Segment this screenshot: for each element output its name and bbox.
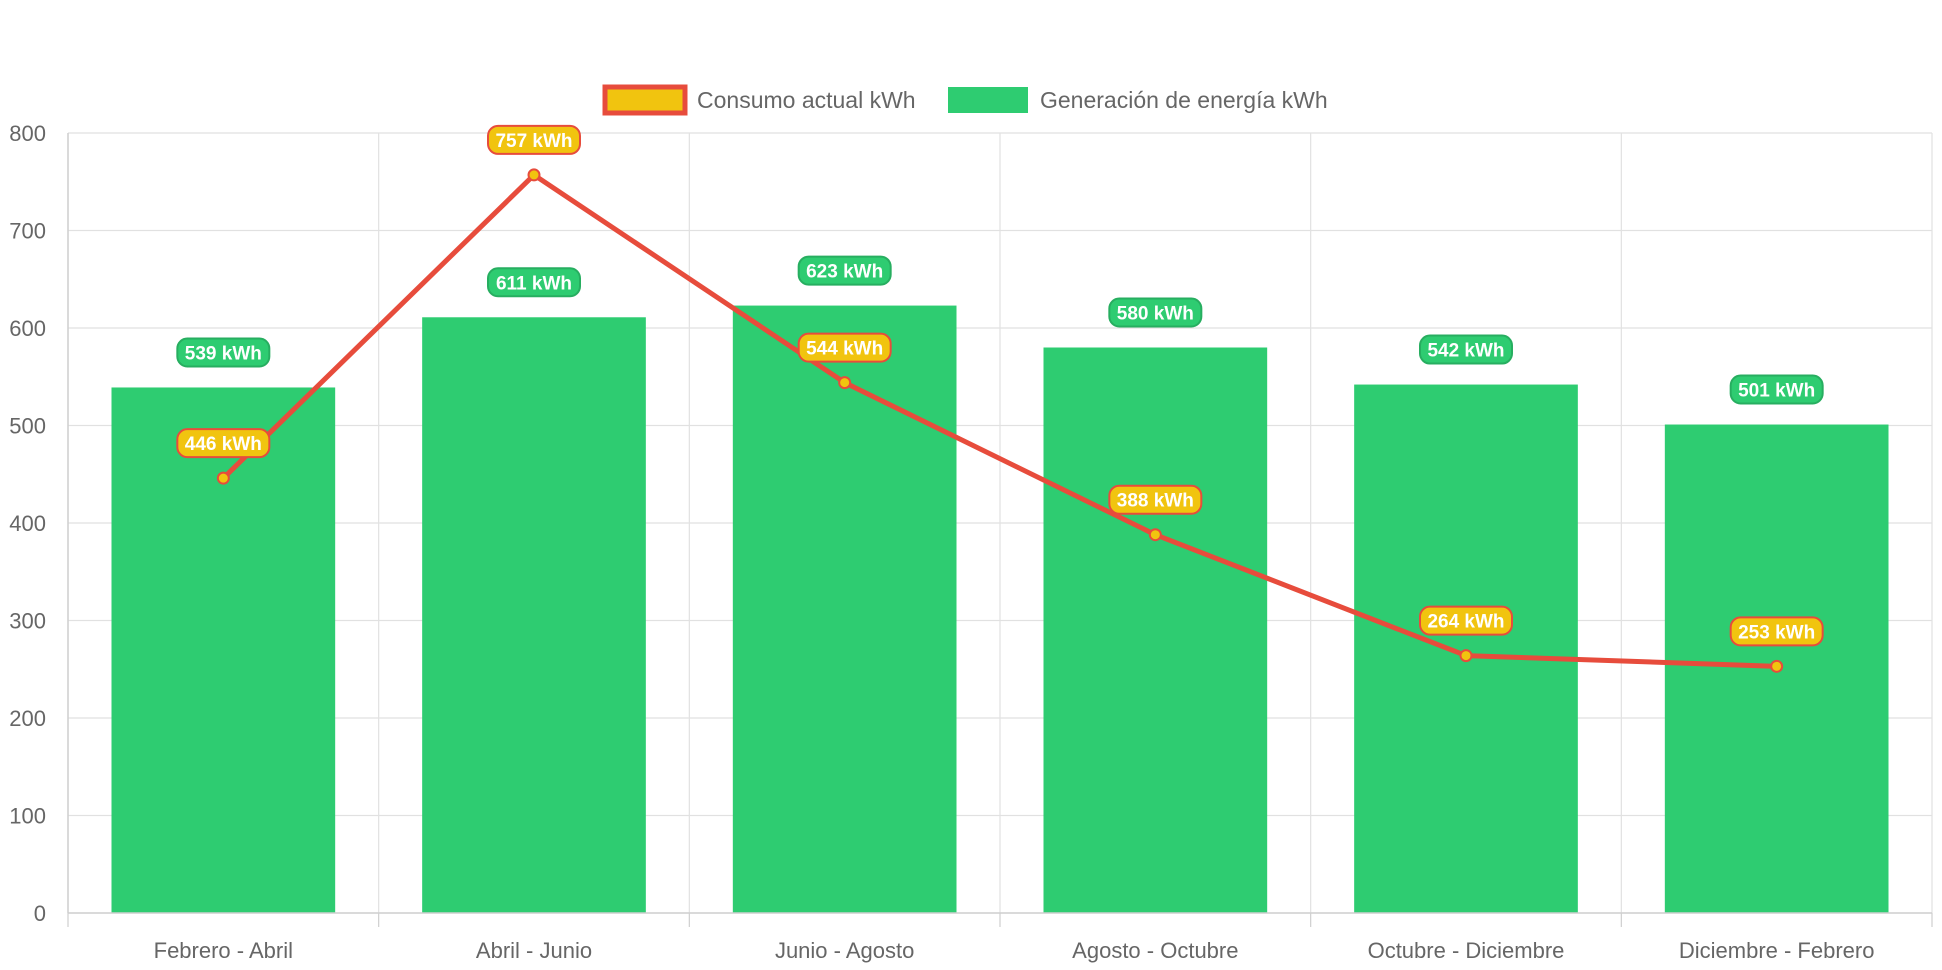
y-tick-label: 600 — [9, 316, 46, 341]
consumption-value-label: 388 kWh — [1109, 486, 1201, 514]
y-tick-label: 300 — [9, 609, 46, 634]
consumption-value-label: 253 kWh — [1731, 617, 1823, 645]
generation-bar[interactable] — [733, 306, 957, 913]
consumption-value-label-text: 388 kWh — [1117, 491, 1194, 512]
y-tick-label: 0 — [34, 901, 46, 926]
y-tick-label: 400 — [9, 511, 46, 536]
generation-value-label: 539 kWh — [177, 338, 269, 366]
consumption-value-label-text: 544 kWh — [806, 339, 883, 360]
legend-swatch-generation[interactable] — [948, 87, 1028, 113]
consumption-point[interactable] — [218, 473, 229, 484]
x-tick-label: Junio - Agosto — [775, 938, 914, 963]
x-tick-label: Febrero - Abril — [154, 938, 293, 963]
consumption-value-label: 264 kWh — [1420, 607, 1512, 635]
consumption-point[interactable] — [839, 377, 850, 388]
generation-bar[interactable] — [1354, 385, 1578, 913]
consumption-value-label-text: 757 kWh — [495, 131, 572, 152]
generation-bar[interactable] — [111, 387, 335, 913]
x-tick-label: Octubre - Diciembre — [1368, 938, 1565, 963]
y-tick-label: 500 — [9, 414, 46, 439]
generation-bar[interactable] — [1043, 348, 1267, 914]
generation-bar[interactable] — [422, 317, 646, 913]
generation-value-label-text: 539 kWh — [185, 343, 262, 364]
generation-value-label: 542 kWh — [1420, 336, 1512, 364]
y-tick-label: 100 — [9, 804, 46, 829]
consumption-value-label: 544 kWh — [799, 334, 891, 362]
legend-label-consumption[interactable]: Consumo actual kWh — [697, 87, 916, 113]
y-tick-label: 700 — [9, 219, 46, 244]
generation-value-label-text: 580 kWh — [1117, 304, 1194, 325]
consumption-value-label: 446 kWh — [177, 429, 269, 457]
legend: Consumo actual kWh Generación de energía … — [605, 87, 1328, 113]
generation-value-label-text: 611 kWh — [496, 273, 572, 294]
generation-value-label-text: 542 kWh — [1427, 341, 1504, 362]
generation-value-label: 611 kWh — [488, 268, 580, 296]
grid — [68, 133, 1932, 913]
legend-swatch-consumption[interactable] — [605, 87, 685, 113]
generation-value-label: 501 kWh — [1731, 376, 1823, 404]
consumption-value-label-text: 446 kWh — [185, 434, 262, 455]
y-tick-label: 800 — [9, 121, 46, 146]
legend-label-generation[interactable]: Generación de energía kWh — [1040, 87, 1328, 113]
x-tick-label: Diciembre - Febrero — [1679, 938, 1875, 963]
x-tick-label: Abril - Junio — [476, 938, 592, 963]
consumption-point[interactable] — [1771, 661, 1782, 672]
consumption-value-label-text: 253 kWh — [1738, 622, 1815, 643]
y-tick-label: 200 — [9, 706, 46, 731]
consumption-value-label: 757 kWh — [488, 126, 580, 154]
generation-value-label: 580 kWh — [1109, 299, 1201, 327]
generation-value-label-text: 501 kWh — [1738, 381, 1815, 402]
x-tick-label: Agosto - Octubre — [1072, 938, 1238, 963]
consumption-point[interactable] — [1150, 529, 1161, 540]
consumption-value-label-text: 264 kWh — [1427, 612, 1504, 633]
consumption-point[interactable] — [1461, 650, 1472, 661]
generation-value-label-text: 623 kWh — [806, 262, 883, 283]
generation-value-label: 623 kWh — [799, 257, 891, 285]
consumption-point[interactable] — [529, 169, 540, 180]
